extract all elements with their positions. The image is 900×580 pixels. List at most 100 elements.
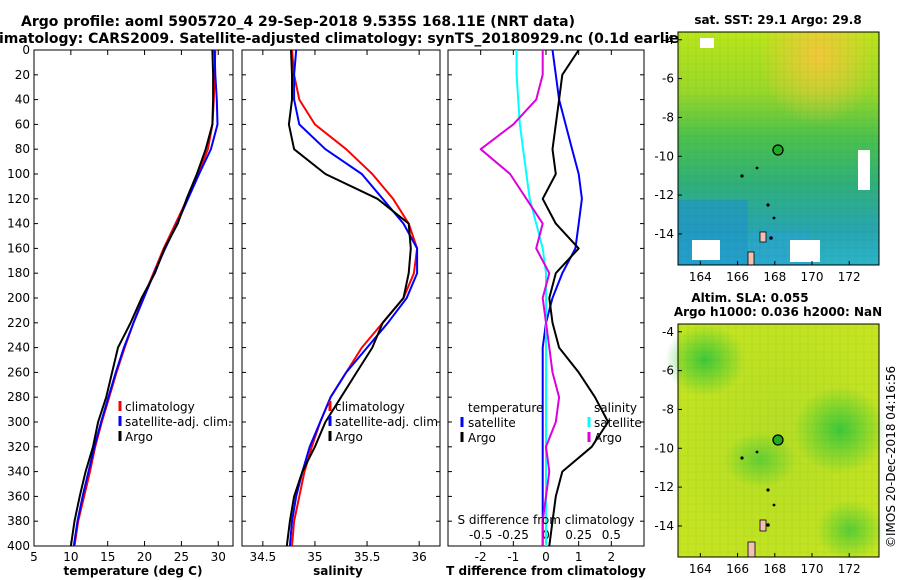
- difference-lines: [479, 49, 610, 547]
- series-line-climatology: [73, 49, 217, 547]
- island-icon: [769, 236, 773, 240]
- sst-map-panel: sat. SST: 29.1 Argo: 29.8 164 166 168 170 17…: [654, 13, 880, 284]
- map-x-tick-label: 166: [726, 270, 749, 284]
- temperature-plot-frame: [33, 49, 234, 547]
- sst-no-data: [790, 240, 820, 262]
- island-icon: [759, 231, 767, 243]
- depth-tick-label: 280: [7, 390, 30, 404]
- depth-tick-label: 400: [7, 539, 30, 553]
- figure-title-line1: Argo profile: aoml 5905720_4 29-Sep-2018…: [21, 14, 575, 30]
- depth-tick-label: 380: [7, 514, 30, 528]
- depth-tick-label: 100: [7, 167, 30, 181]
- sst-y-ticks: -4 -6 -8 -10 -12 -14: [654, 33, 682, 241]
- map-x-tick-label: 168: [763, 270, 786, 284]
- map-y-tick-label: -6: [662, 364, 674, 378]
- x-tick-label: 5: [30, 550, 38, 564]
- x-tick-label: 1: [575, 550, 583, 564]
- depth-tick-label: 140: [7, 217, 30, 231]
- sst-islands: [740, 166, 776, 266]
- x-tick-label: 35.5: [354, 550, 381, 564]
- salinity-lines: [285, 49, 419, 547]
- temperature-panel: 0204060801001201401601802002202402602803…: [7, 43, 644, 578]
- x-tick-label: 10: [63, 550, 78, 564]
- legend-t-satellite: satellite: [468, 416, 516, 430]
- x-secondary-tick-label: 0.25: [565, 528, 592, 542]
- map-y-tick-label: -10: [654, 441, 674, 455]
- legend-climatology: climatology: [125, 400, 195, 414]
- legend-temperature-title: temperature: [468, 401, 543, 415]
- sla-map-frame: [677, 323, 880, 558]
- island-icon: [755, 166, 759, 170]
- sla-map-panel: Altim. SLA: 0.055 Argo h1000: 0.036 h200…: [654, 291, 886, 576]
- sla-map-title-line2: Argo h1000: 0.036 h2000: NaN: [674, 305, 882, 319]
- island-icon: [740, 456, 744, 460]
- sla-y-ticks: -4 -6 -8 -10 -12 -14: [654, 325, 682, 533]
- depth-tick-label: 80: [15, 142, 30, 156]
- salinity-legend: climatology satellite-adj. clim. Argo: [328, 400, 442, 444]
- depth-tick-label: 160: [7, 241, 30, 255]
- figure-title-line2: Climatology: CARS2009. Satellite-adjuste…: [0, 31, 692, 47]
- island-icon: [772, 216, 776, 220]
- legend-argo: Argo: [335, 430, 363, 444]
- depth-tick-label: 220: [7, 316, 30, 330]
- temperature-ticks: 5 10 15 20 25 30: [30, 50, 226, 564]
- island-icon: [747, 251, 755, 266]
- island-icon: [766, 488, 770, 492]
- island-icon: [755, 450, 759, 454]
- legend-s-satellite: satellite: [594, 416, 642, 430]
- map-y-tick-label: -10: [654, 149, 674, 163]
- map-x-tick-label: 172: [838, 270, 861, 284]
- series-line-s-satellite: [515, 50, 547, 546]
- x-tick-label: 2: [608, 550, 616, 564]
- sst-map-frame: [677, 31, 880, 266]
- temperature-xlabel: temperature (deg C): [64, 564, 203, 578]
- series-line-t-satellite: [541, 49, 583, 546]
- x-tick-label: 20: [137, 550, 152, 564]
- depth-tick-label: 300: [7, 415, 30, 429]
- s-difference-xlabel: S difference from climatology: [458, 513, 635, 527]
- legend-s-argo: Argo: [594, 431, 622, 445]
- series-line-argo: [69, 49, 215, 547]
- map-x-tick-label: 170: [801, 562, 824, 576]
- difference-panel: -2 -1 0 1 2-0.5 -0.25 0 0.25 0.5 temperature sat…: [446, 49, 646, 578]
- x-secondary-tick-label: -0.25: [498, 528, 529, 542]
- x-tick-label: 30: [211, 550, 226, 564]
- x-tick-label: -1: [507, 550, 519, 564]
- legend-salinity-title: salinity: [594, 401, 637, 415]
- depth-tick-label: 320: [7, 440, 30, 454]
- depth-tick-label: 200: [7, 291, 30, 305]
- difference-legend-salinity: salinity satellite Argo: [587, 401, 642, 445]
- legend-t-argo: Argo: [468, 431, 496, 445]
- series-line-climatology: [291, 49, 419, 547]
- x-secondary-tick-label: 0.5: [602, 528, 621, 542]
- depth-tick-label: 60: [15, 117, 30, 131]
- sla-map-title-line1: Altim. SLA: 0.055: [691, 291, 808, 305]
- depth-ticks: 0 20 40 60 80 100 120 140 160 180 200 220 240 260 280 3…: [7, 43, 644, 553]
- legend-climatology: climatology: [335, 400, 405, 414]
- x-tick-label: 25: [174, 550, 189, 564]
- map-x-tick-label: 166: [726, 562, 749, 576]
- sst-no-data: [692, 240, 720, 260]
- island-icon: [747, 541, 756, 558]
- map-y-tick-label: -4: [662, 325, 674, 339]
- x-tick-label: 34.5: [249, 550, 276, 564]
- sst-no-data: [700, 38, 714, 48]
- map-y-tick-label: -14: [654, 227, 674, 241]
- series-line-argo: [285, 49, 412, 547]
- t-difference-xlabel: T difference from climatology: [446, 564, 646, 578]
- depth-tick-label: 120: [7, 192, 30, 206]
- argo-location-marker: [772, 434, 784, 446]
- salinity-ticks: 34.5 35 35.5 36: [249, 50, 427, 564]
- map-x-tick-label: 164: [689, 270, 712, 284]
- difference-legend-temperature: temperature satellite Argo: [460, 401, 543, 445]
- legend-satellite-adj: satellite-adj. clim.: [335, 415, 442, 429]
- sst-no-data: [858, 150, 870, 190]
- map-y-tick-label: -14: [654, 519, 674, 533]
- map-x-tick-label: 172: [838, 562, 861, 576]
- sla-x-ticks: 164 166 168 170 172: [689, 553, 861, 576]
- map-y-tick-label: -8: [662, 402, 674, 416]
- island-icon: [740, 174, 744, 178]
- island-icon: [772, 503, 776, 507]
- series-line-t-argo: [541, 49, 610, 547]
- x-tick-label: 36: [412, 550, 427, 564]
